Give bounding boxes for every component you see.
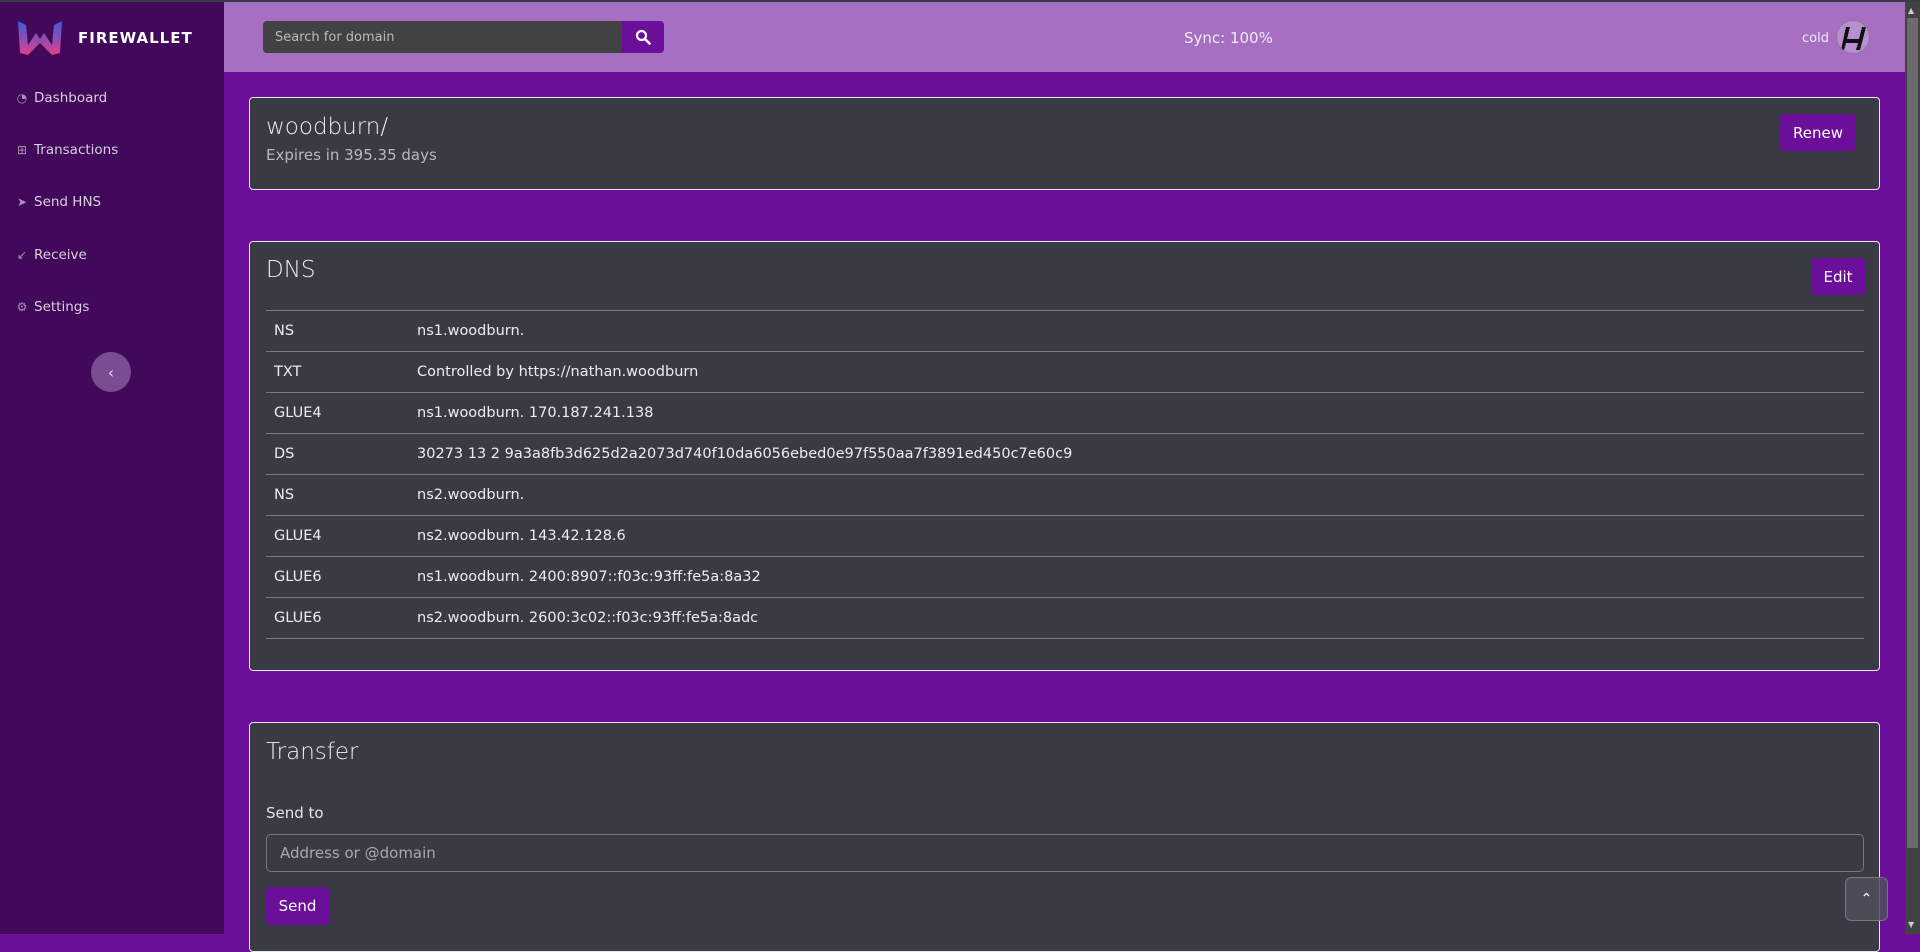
send-button[interactable]: Send [266,887,329,925]
sidebar: FIREWALLET ◔ Dashboard ⊞ Transactions ➤ … [0,2,224,934]
brand-name: FIREWALLET [78,29,193,47]
sidebar-item-label: Dashboard [34,90,108,106]
table-row: NS ns1.woodburn. [266,310,1864,352]
page-scrollbar[interactable]: ▲ ▼ [1905,2,1920,934]
table-row: TXT Controlled by https://nathan.woodburn [266,351,1864,393]
record-type: GLUE6 [266,597,409,639]
sidebar-item-label: Settings [34,299,90,315]
dashboard-icon: ◔ [16,91,28,105]
dns-card: DNS Edit NS ns1.woodburn. TXT Controlled b… [249,241,1880,671]
search-input[interactable] [263,21,622,53]
search-button[interactable] [622,21,664,53]
table-row: GLUE6 ns2.woodburn. 2600:3c02::f03c:93ff:… [266,597,1864,639]
record-value: ns2.woodburn. 2600:3c02::f03c:93ff:fe5a:… [409,597,1864,639]
address-input[interactable] [266,834,1864,872]
renew-button[interactable]: Renew [1780,114,1856,151]
record-value: ns1.woodburn. 2400:8907::f03c:93ff:fe5a:… [409,556,1864,598]
domain-name: woodburn/ [266,114,389,140]
table-row: DS 30273 13 2 9a3a8fb3d625d2a2073d740f10d… [266,433,1864,475]
record-type: GLUE4 [266,392,409,434]
dns-records-table: NS ns1.woodburn. TXT Controlled by https:/… [266,310,1864,639]
table-row: GLUE6 ns1.woodburn. 2400:8907::f03c:93ff:… [266,556,1864,598]
record-value: ns1.woodburn. 170.187.241.138 [409,392,1864,434]
record-type: GLUE4 [266,515,409,557]
send-to-label: Send to [266,804,324,822]
chevron-left-icon: ‹ [107,362,115,382]
sidebar-item-label: Receive [34,247,87,263]
avatar-logo-icon [1841,27,1866,50]
record-value: Controlled by https://nathan.woodburn [409,351,1864,393]
gear-icon: ⚙ [16,300,28,314]
top-header: Sync: 100% cold [224,2,1905,72]
record-type: DS [266,433,409,475]
sidebar-item-label: Send HNS [34,194,102,210]
sidebar-item-receive[interactable]: ↙ Receive [15,247,87,263]
dns-title: DNS [266,257,316,283]
record-value: 30273 13 2 9a3a8fb3d625d2a2073d740f10da6… [409,433,1864,475]
table-row: GLUE4 ns2.woodburn. 143.42.128.6 [266,515,1864,557]
table-row: GLUE4 ns1.woodburn. 170.187.241.138 [266,392,1864,434]
scroll-down-arrow-icon[interactable]: ▼ [1908,920,1915,929]
chevron-up-icon: ⌃ [1860,891,1873,907]
receive-arrow-icon: ↙ [16,248,28,262]
sidebar-item-send-hns[interactable]: ➤ Send HNS [15,194,101,210]
domain-expiry: Expires in 395.35 days [266,146,437,164]
sidebar-collapse-button[interactable]: ‹ [91,352,131,392]
record-type: TXT [266,351,409,393]
record-type: NS [266,310,409,352]
scroll-to-top-button[interactable]: ⌃ [1845,877,1888,921]
record-type: NS [266,474,409,516]
record-value: ns2.woodburn. 143.42.128.6 [409,515,1864,557]
wallet-name: cold [1802,31,1829,46]
record-value: ns2.woodburn. [409,474,1864,516]
transfer-title: Transfer [266,739,359,765]
record-type: GLUE6 [266,556,409,598]
table-icon: ⊞ [16,143,28,157]
sync-status: Sync: 100% [1184,29,1273,47]
domain-search [263,21,664,53]
firewallet-logo [18,21,62,55]
send-icon: ➤ [16,195,28,209]
transfer-card: Transfer Send to Send [249,722,1880,952]
edit-dns-button[interactable]: Edit [1811,258,1865,295]
sidebar-item-dashboard[interactable]: ◔ Dashboard [15,90,108,106]
sidebar-item-settings[interactable]: ⚙ Settings [15,299,90,315]
avatar[interactable] [1836,20,1870,54]
sidebar-item-label: Transactions [34,142,119,158]
window-top-strip [0,0,1920,2]
scrollbar-thumb[interactable] [1907,18,1918,848]
search-icon [635,29,651,45]
sidebar-item-transactions[interactable]: ⊞ Transactions [15,142,118,158]
scroll-up-arrow-icon[interactable]: ▲ [1908,6,1915,15]
table-row: NS ns2.woodburn. [266,474,1864,516]
domain-card: woodburn/ Expires in 395.35 days Renew [249,97,1880,190]
record-value: ns1.woodburn. [409,310,1864,352]
